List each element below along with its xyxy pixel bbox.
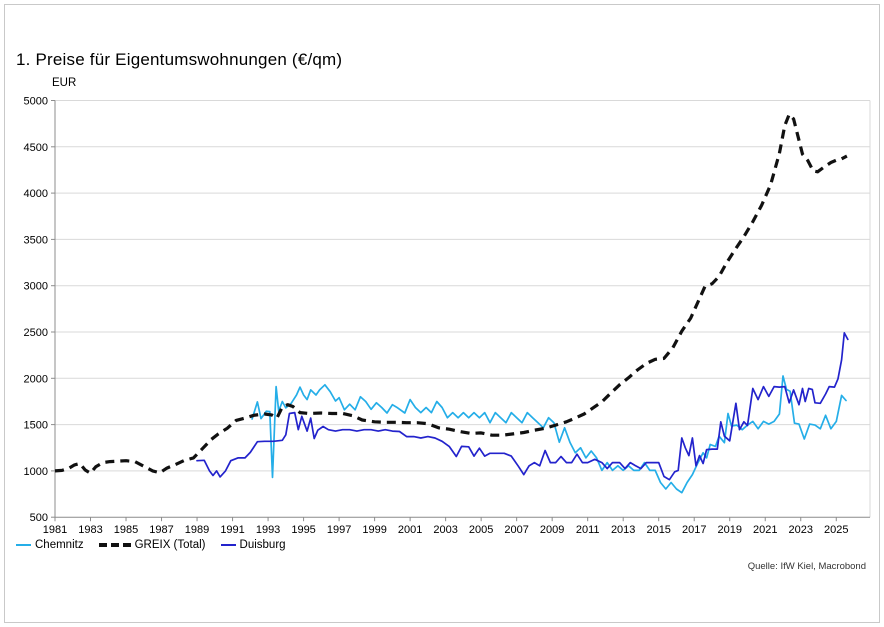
svg-text:1987: 1987 (149, 524, 173, 536)
svg-text:1993: 1993 (256, 524, 280, 536)
greix-dashed-line-marker (98, 543, 131, 547)
y-axis-unit-label: EUR (52, 77, 77, 89)
svg-text:1985: 1985 (114, 524, 138, 536)
legend-item-chemnitz: Chemnitz (16, 539, 84, 551)
legend-item-duisburg: Duisburg (220, 539, 286, 551)
legend-label-greix: GREIX (Total) (134, 539, 206, 551)
svg-text:1989: 1989 (185, 524, 209, 536)
svg-text:2005: 2005 (469, 524, 493, 536)
svg-text:2021: 2021 (753, 524, 777, 536)
svg-text:3500: 3500 (24, 234, 48, 246)
svg-text:2009: 2009 (540, 524, 564, 536)
svg-text:1999: 1999 (362, 524, 386, 536)
svg-text:5000: 5000 (24, 96, 48, 108)
duisburg-line-marker (220, 544, 236, 546)
svg-text:2023: 2023 (789, 524, 813, 536)
svg-text:2001: 2001 (398, 524, 422, 536)
svg-text:2003: 2003 (433, 524, 457, 536)
svg-text:2015: 2015 (646, 524, 670, 536)
svg-text:2011: 2011 (576, 524, 600, 536)
svg-text:3000: 3000 (24, 281, 48, 293)
svg-text:4000: 4000 (24, 188, 48, 200)
legend-item-greix: GREIX (Total) (98, 539, 206, 551)
svg-text:2500: 2500 (24, 327, 48, 339)
svg-text:2007: 2007 (504, 524, 528, 536)
source-note: Quelle: IfW Kiel, Macrobond (747, 561, 866, 572)
svg-text:2000: 2000 (24, 373, 48, 385)
legend: Chemnitz GREIX (Total) Duisburg (16, 539, 286, 551)
svg-text:2013: 2013 (611, 524, 635, 536)
chart-title: 1. Preise für Eigentumswohnungen (€/qm) (16, 50, 343, 69)
svg-text:1983: 1983 (78, 524, 102, 536)
chemnitz-line-marker (16, 544, 31, 546)
legend-label-chemnitz: Chemnitz (35, 539, 84, 551)
svg-text:2025: 2025 (824, 524, 848, 536)
svg-text:1997: 1997 (327, 524, 351, 536)
svg-text:2017: 2017 (682, 524, 706, 536)
legend-label-duisburg: Duisburg (239, 539, 286, 551)
svg-text:4500: 4500 (24, 142, 48, 154)
svg-text:1995: 1995 (291, 524, 315, 536)
svg-text:1500: 1500 (24, 420, 48, 432)
svg-text:1991: 1991 (220, 524, 244, 536)
svg-text:2019: 2019 (717, 524, 741, 536)
svg-text:500: 500 (30, 512, 48, 524)
svg-text:1981: 1981 (43, 524, 67, 536)
svg-text:1000: 1000 (24, 466, 48, 478)
